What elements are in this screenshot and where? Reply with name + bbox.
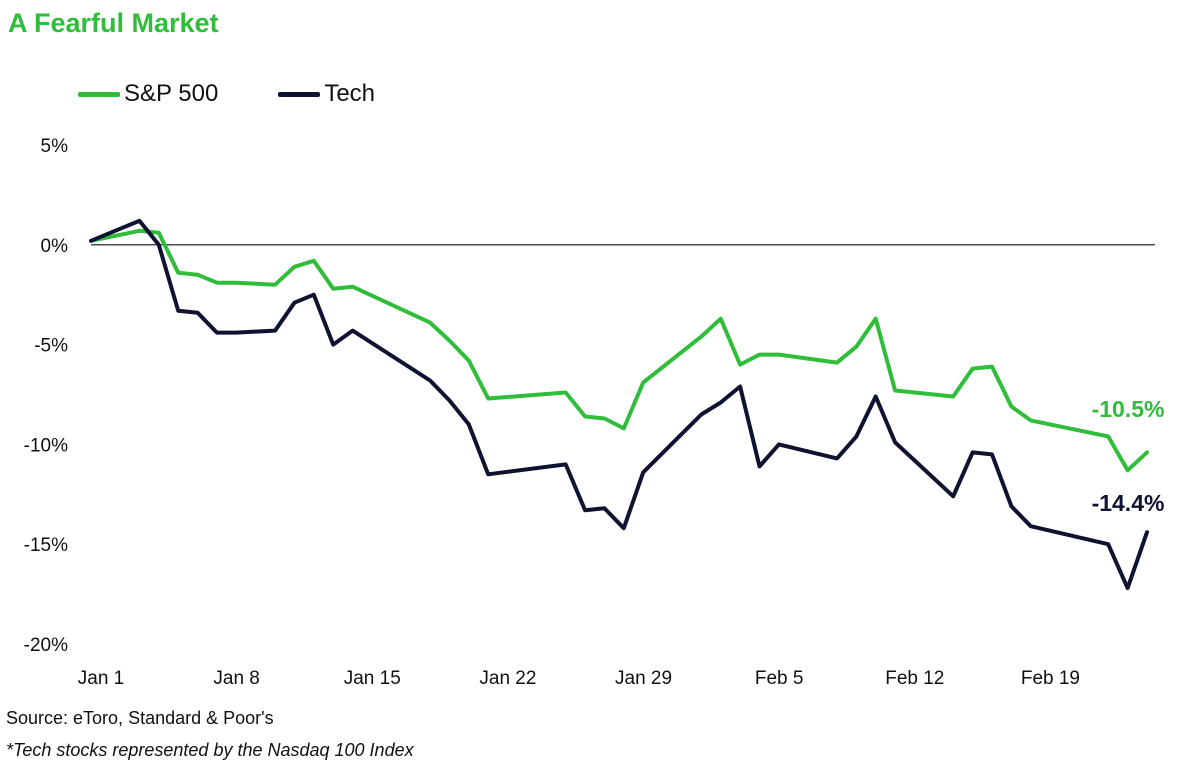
series-line-tech bbox=[89, 218, 1149, 591]
x-tick-label: Jan 15 bbox=[344, 668, 401, 689]
footnote: *Tech stocks represented by the Nasdaq 1… bbox=[6, 740, 414, 760]
legend-swatch-tech bbox=[278, 91, 321, 97]
x-tick-label: Jan 1 bbox=[78, 668, 124, 689]
legend-item-tech: Tech bbox=[278, 80, 375, 108]
series-line-sp500 bbox=[89, 228, 1149, 473]
x-tick-label: Jan 8 bbox=[213, 668, 259, 689]
legend-item-sp500: S&P 500 bbox=[78, 80, 218, 108]
source-note: Source: eToro, Standard & Poor's bbox=[6, 708, 274, 728]
end-label-sp500: -10.5% bbox=[1092, 396, 1165, 422]
y-tick-label: -10% bbox=[24, 435, 68, 456]
x-tick-label: Feb 12 bbox=[885, 668, 944, 689]
y-tick-label: -20% bbox=[24, 635, 68, 656]
end-label-tech: -14.4% bbox=[1092, 490, 1165, 516]
y-tick-label: 0% bbox=[41, 236, 69, 257]
y-tick-label: -15% bbox=[24, 535, 68, 556]
line-chart: 5% 0% -5% -10% -15% -20% Jan 1 Jan 8 Jan 15 Jan 2… bbox=[24, 136, 1165, 689]
x-tick-label: Jan 22 bbox=[479, 668, 536, 689]
legend-label-tech: Tech bbox=[324, 80, 376, 107]
x-tick-label: Feb 19 bbox=[1021, 668, 1080, 689]
y-tick-label: 5% bbox=[41, 136, 69, 157]
x-tick-label: Jan 29 bbox=[615, 668, 672, 689]
legend-swatch-sp500 bbox=[78, 91, 120, 97]
x-tick-label: Feb 5 bbox=[755, 668, 804, 689]
legend-label-sp500: S&P 500 bbox=[124, 80, 219, 107]
legend: S&P 500 Tech bbox=[78, 80, 435, 108]
y-tick-label: -5% bbox=[34, 336, 68, 357]
chart-title: A Fearful Market bbox=[8, 8, 219, 38]
